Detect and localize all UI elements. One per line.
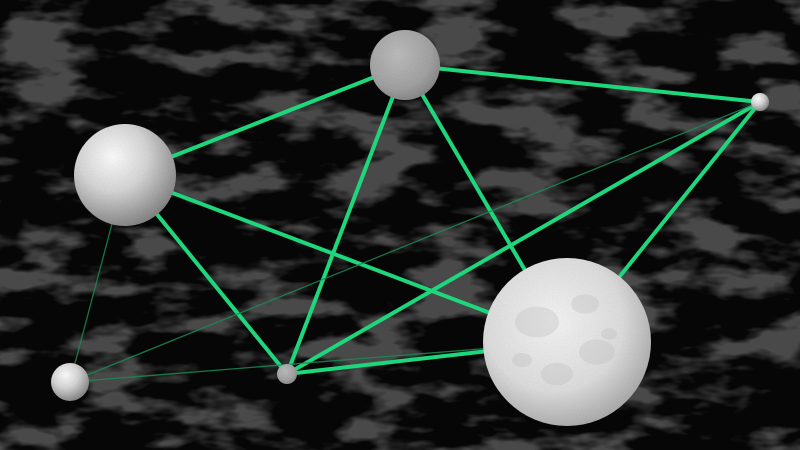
moon-crater-2 — [571, 294, 599, 314]
node-bottom-mid — [277, 364, 297, 384]
node-bottom-left-grain — [51, 363, 89, 401]
link-right-small-to-bottom-mid — [285, 100, 762, 376]
node-top-grain — [370, 30, 440, 100]
node-left-large-grain — [74, 124, 176, 226]
link-bottom-left-to-right-small — [69, 101, 761, 383]
nodes-layer — [51, 30, 769, 426]
moon-crater-6 — [601, 328, 617, 340]
node-bottom-mid-grain — [277, 364, 297, 384]
node-top — [370, 30, 440, 100]
moon-crater-3 — [579, 339, 615, 365]
link-top-to-right-small — [403, 63, 762, 104]
node-left-large — [74, 124, 176, 226]
moon-crater-4 — [541, 362, 573, 386]
node-bottom-left — [51, 363, 89, 401]
moon-crater-1 — [515, 306, 559, 338]
node-big-grain — [483, 258, 651, 426]
link-top-to-bottom-mid — [285, 63, 407, 376]
moon-crater-5 — [512, 353, 532, 367]
node-right-small — [751, 93, 769, 111]
node-right-small-grain — [751, 93, 769, 111]
node-big — [483, 258, 651, 426]
